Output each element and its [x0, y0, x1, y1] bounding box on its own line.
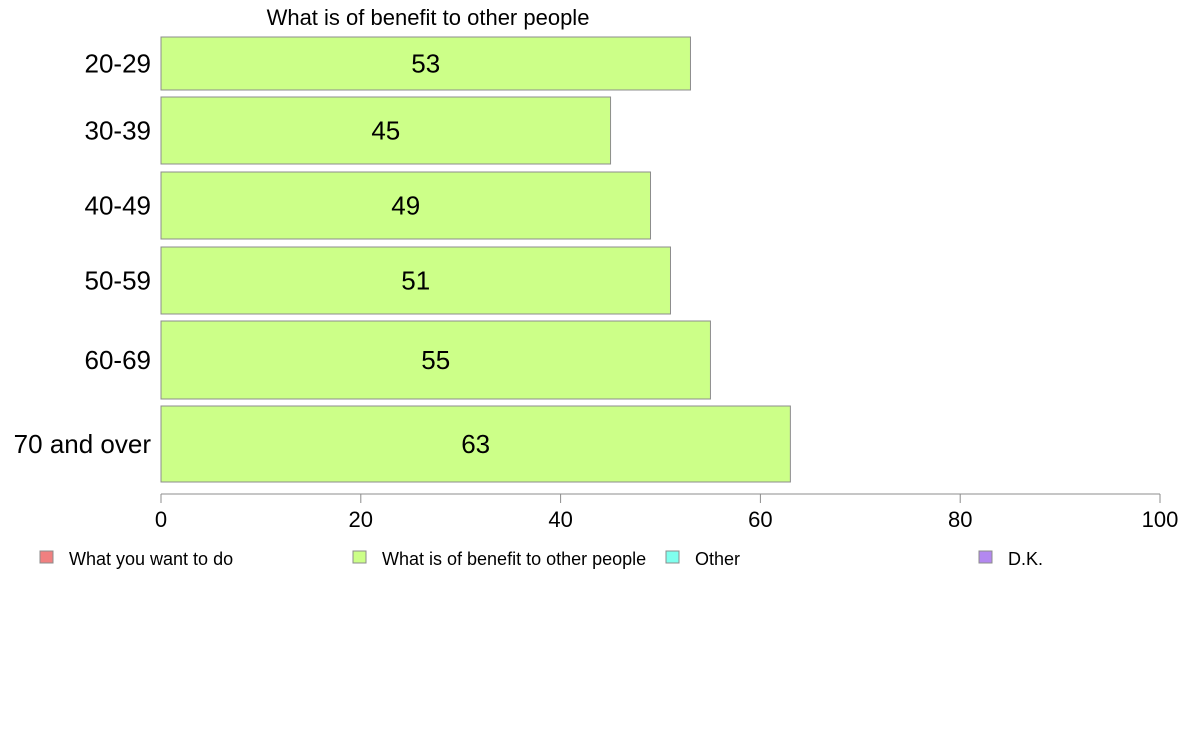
- bar: [160, 36, 691, 91]
- chart-title: What is of benefit to other people: [267, 5, 590, 30]
- bar-value-label: 51: [401, 266, 430, 296]
- bar-value-label: 53: [411, 49, 440, 79]
- bar: [160, 405, 791, 483]
- x-tick-label: 0: [155, 507, 167, 532]
- bar-value-label: 45: [371, 116, 400, 146]
- legend-label: What is of benefit to other people: [382, 549, 646, 569]
- category-label: 20-29: [85, 49, 152, 79]
- legend-label: D.K.: [1008, 549, 1043, 569]
- bars-layer: 53 20-29 45 30-39 49 40-49 51 50-59 55 60-69 63 70 …: [14, 36, 791, 483]
- x-axis: 0 20 40 60 80 100: [155, 493, 1179, 532]
- bar-value-label: 49: [391, 191, 420, 221]
- bar: [160, 320, 711, 400]
- legend-swatch: [978, 550, 993, 564]
- bar-value-label: 55: [421, 345, 450, 375]
- legend-swatch: [665, 550, 680, 564]
- bar-value-label: 63: [461, 429, 490, 459]
- x-tick-label: 40: [548, 507, 572, 532]
- category-label: 50-59: [85, 266, 152, 296]
- bar: [160, 96, 612, 165]
- legend-swatch: [39, 550, 54, 564]
- category-label: 30-39: [85, 116, 152, 146]
- bar: [160, 246, 671, 315]
- bar: [160, 171, 652, 240]
- category-label: 70 and over: [14, 429, 152, 459]
- legend: What you want to do What is of benefit to…: [39, 549, 1043, 569]
- category-label: 40-49: [85, 191, 152, 221]
- legend-label: What you want to do: [69, 549, 233, 569]
- category-label: 60-69: [85, 345, 152, 375]
- x-tick-label: 80: [948, 507, 972, 532]
- legend-swatch: [352, 550, 367, 564]
- legend-label: Other: [695, 549, 740, 569]
- x-tick-label: 20: [349, 507, 373, 532]
- x-tick-label: 60: [748, 507, 772, 532]
- x-tick-label: 100: [1142, 507, 1179, 532]
